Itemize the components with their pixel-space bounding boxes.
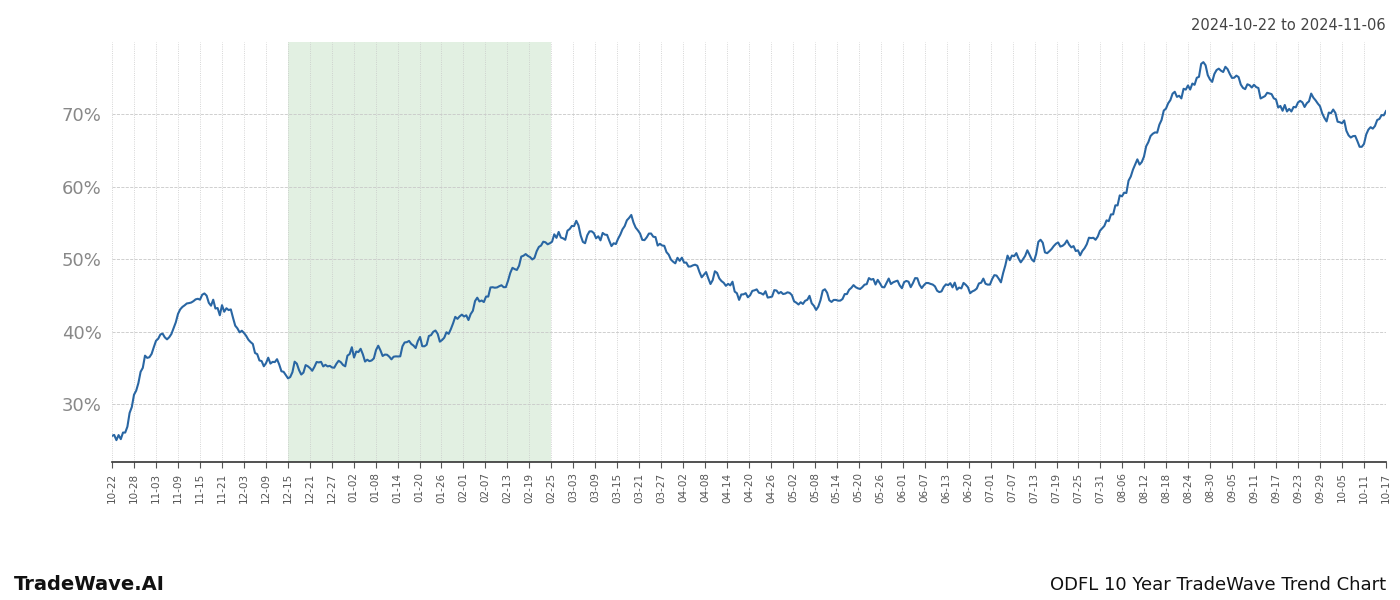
Text: ODFL 10 Year TradeWave Trend Chart: ODFL 10 Year TradeWave Trend Chart [1050, 576, 1386, 594]
Text: 2024-10-22 to 2024-11-06: 2024-10-22 to 2024-11-06 [1191, 18, 1386, 33]
Bar [288, 42, 552, 462]
Text: TradeWave.AI: TradeWave.AI [14, 575, 165, 594]
